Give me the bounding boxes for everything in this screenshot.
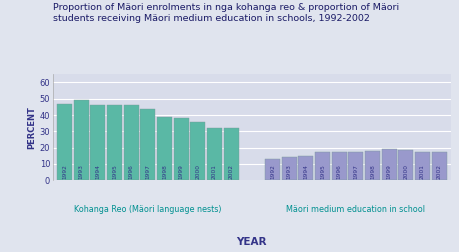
Text: 1997: 1997 [145, 164, 150, 179]
Text: 1998: 1998 [162, 164, 167, 179]
Text: 2002: 2002 [228, 164, 233, 179]
Bar [397, 150, 413, 180]
Text: 1993: 1993 [78, 164, 84, 179]
Text: 1992: 1992 [62, 164, 67, 179]
Text: 2001: 2001 [212, 164, 217, 179]
Bar [264, 159, 280, 180]
Text: 1995: 1995 [112, 164, 117, 179]
Text: 1998: 1998 [369, 164, 374, 179]
Text: 2001: 2001 [419, 164, 424, 179]
Bar [73, 100, 89, 180]
Bar [431, 152, 446, 180]
Bar [414, 152, 429, 180]
Bar [207, 128, 221, 180]
Bar [298, 156, 313, 180]
Bar [364, 151, 379, 180]
Bar [90, 105, 105, 180]
Text: 1994: 1994 [303, 164, 308, 179]
Text: 2000: 2000 [195, 164, 200, 179]
Y-axis label: PERCENT: PERCENT [28, 106, 37, 149]
Bar [331, 152, 346, 180]
Bar [381, 149, 396, 180]
Text: Kohanga Reo (Mäori language nests): Kohanga Reo (Mäori language nests) [74, 205, 221, 214]
Text: 1995: 1995 [319, 164, 325, 179]
Text: 1999: 1999 [178, 164, 183, 179]
Bar [173, 118, 188, 180]
Bar [57, 105, 72, 180]
Text: YEAR: YEAR [236, 237, 267, 247]
Text: 1992: 1992 [269, 164, 274, 179]
Text: 2002: 2002 [436, 164, 441, 179]
Text: 1996: 1996 [129, 164, 134, 179]
Text: 1993: 1993 [286, 164, 291, 179]
Text: 1999: 1999 [386, 164, 391, 179]
Text: 1994: 1994 [95, 164, 100, 179]
Bar [190, 122, 205, 180]
Bar [347, 152, 363, 180]
Text: 1996: 1996 [336, 164, 341, 179]
Bar [107, 105, 122, 180]
Bar [223, 128, 238, 180]
Text: Mäori medium education in school: Mäori medium education in school [286, 205, 425, 214]
Bar [281, 158, 296, 180]
Text: Proportion of Mäori enrolments in nga kohanga reo & proportion of Mäori
students: Proportion of Mäori enrolments in nga ko… [53, 3, 398, 23]
Bar [123, 105, 138, 180]
Bar [157, 117, 172, 180]
Text: 1997: 1997 [353, 164, 358, 179]
Bar [140, 109, 155, 180]
Bar [314, 152, 330, 180]
Text: 2000: 2000 [403, 164, 408, 179]
